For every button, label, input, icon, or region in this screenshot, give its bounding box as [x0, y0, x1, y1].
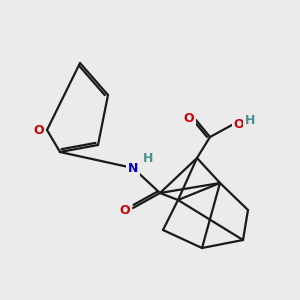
Text: O: O	[120, 203, 130, 217]
Text: O: O	[34, 124, 44, 136]
Text: H: H	[245, 113, 255, 127]
Text: O: O	[234, 118, 244, 131]
Text: N: N	[128, 161, 138, 175]
Text: O: O	[184, 112, 194, 125]
Text: H: H	[143, 152, 153, 164]
